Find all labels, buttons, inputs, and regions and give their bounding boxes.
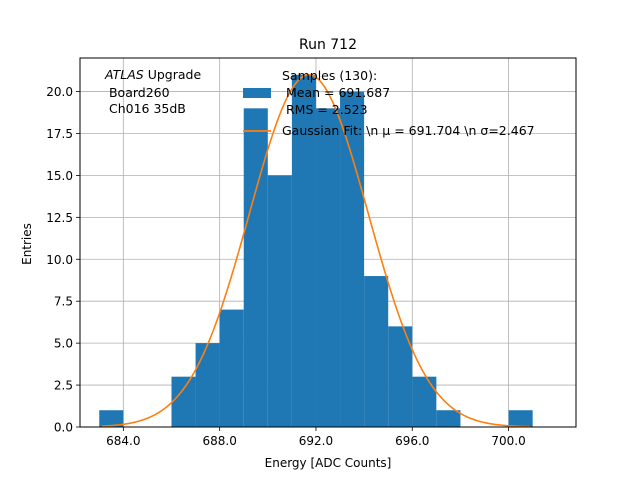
x-tick-label: 700.0	[491, 434, 525, 448]
y-tick-label: 7.5	[54, 295, 73, 309]
y-tick-label: 5.0	[54, 337, 73, 351]
x-tick-label: 684.0	[106, 434, 140, 448]
legend-hist-line-1: Samples (130):	[282, 68, 377, 83]
legend-hist-line-3: RMS = 2.523	[282, 102, 368, 117]
histogram-bar	[243, 108, 268, 428]
histogram-bar	[315, 108, 341, 428]
annotation-line-1: ATLAS Upgrade	[104, 67, 201, 82]
annotation-line-2: Board260	[105, 85, 170, 100]
y-tick-label: 10.0	[46, 253, 73, 267]
annotation-line-3: Ch016 35dB	[105, 101, 186, 116]
y-axis-ticks: 0.0 2.5 5.0 7.5 10.0 12.5 15.0 17.5 20.0	[46, 85, 80, 435]
gaussian-fit-curve	[101, 73, 531, 428]
annotation-atlas: ATLAS	[104, 67, 144, 82]
histogram-bar	[291, 74, 316, 427]
gaussian-fit	[101, 73, 531, 428]
histogram-bars	[99, 74, 533, 428]
y-tick-label: 15.0	[46, 169, 73, 183]
chart-title: Run 712	[299, 37, 357, 53]
histogram-bar	[508, 410, 533, 427]
histogram-bar	[412, 376, 437, 427]
y-tick-label: 12.5	[46, 211, 73, 225]
x-axis-label: Energy [ADC Counts]	[265, 456, 392, 470]
y-tick-label: 17.5	[46, 127, 73, 141]
legend-hist-swatch	[243, 88, 271, 98]
x-tick-label: 688.0	[202, 434, 236, 448]
legend-hist-line-2: Mean = 691.687	[282, 85, 390, 100]
x-axis-ticks: 684.0 688.0 692.0 696.0 700.0	[106, 427, 526, 448]
y-axis-label: Entries	[20, 223, 34, 265]
x-tick-label: 692.0	[299, 434, 333, 448]
y-tick-label: 0.0	[54, 421, 73, 435]
histogram-bar	[195, 343, 220, 427]
y-tick-label: 2.5	[54, 379, 73, 393]
annotation-upgrade: Upgrade	[144, 67, 202, 82]
plot-frame	[79, 57, 577, 428]
x-tick-label: 696.0	[395, 434, 429, 448]
histogram-bar	[388, 326, 413, 427]
histogram-bar	[267, 175, 292, 427]
histogram-bar	[364, 276, 389, 427]
histogram-bar	[436, 410, 461, 427]
histogram-bar	[219, 309, 244, 427]
atlas-annotation: ATLAS Upgrade Board260 Ch016 35dB	[104, 67, 201, 116]
histogram-bar	[171, 376, 196, 427]
y-tick-label: 20.0	[46, 85, 73, 99]
legend-fit-label: Gaussian Fit: \n μ = 691.704 \n σ=2.467	[282, 123, 535, 138]
histogram-bar	[340, 91, 365, 427]
histogram-bar	[99, 410, 124, 427]
legend: Samples (130): Mean = 691.687 RMS = 2.52…	[243, 68, 535, 138]
